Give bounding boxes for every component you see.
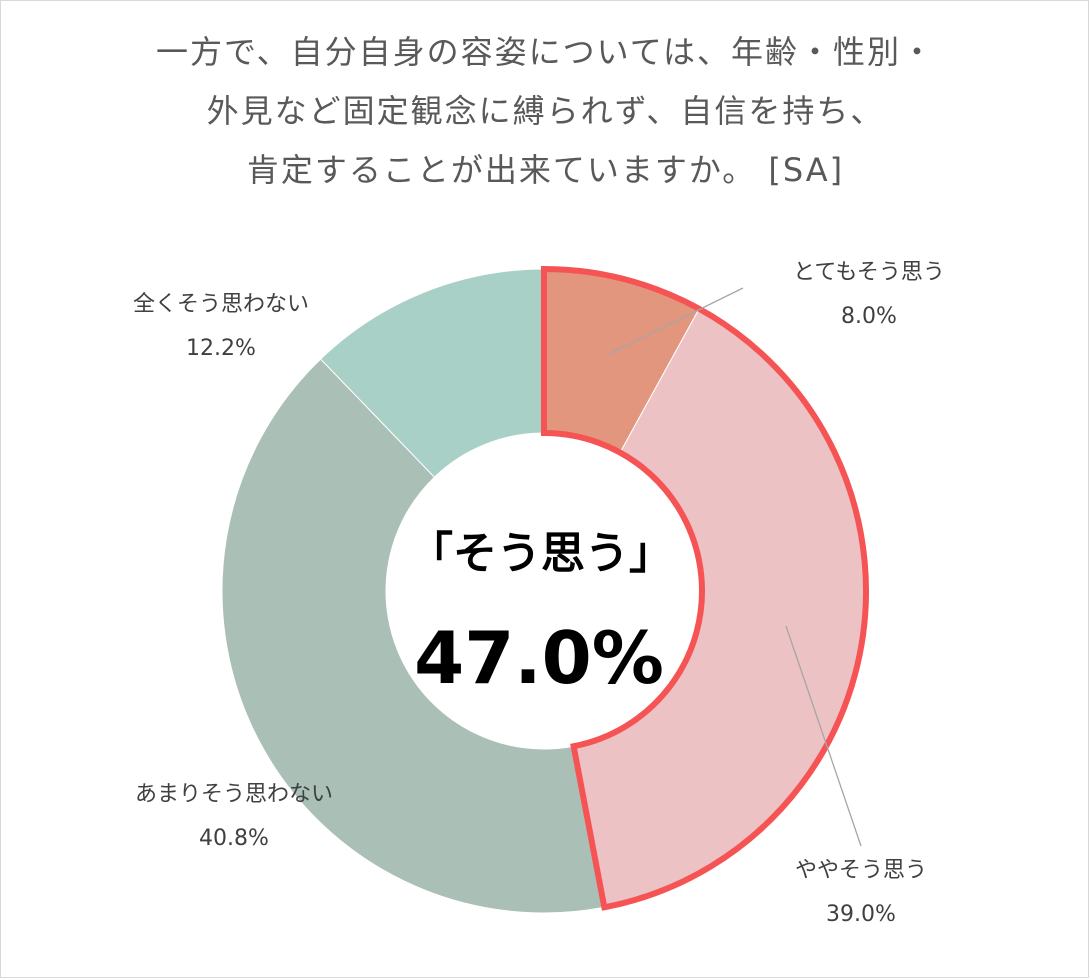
slice-value-label: 40.8% [199,826,269,851]
slices-layer [221,265,870,914]
leader-line [785,625,862,847]
highlight-outline [541,265,870,911]
leader-line [608,287,744,355]
donut-slice [319,268,545,478]
donut-slice [221,358,605,914]
slice-value-label: 39.0% [826,902,896,927]
chart-title-line-3: 肯定することが出来ていますか。 [SA] [246,151,845,189]
chart-title-line-2: 外見など固定観念に縛られず、自信を持ち、 [206,92,885,130]
slice-labels-layer: とてもそう思う 8.0% ややそう思う 39.0% あまりそう思わない 40.8% 全くそう… [133,260,945,927]
slice-label: あまりそう思わない [135,782,333,807]
slice-value-label: 12.2% [186,336,256,361]
slice-value-label: 8.0% [841,304,897,329]
chart-title-line-1: 一方で、自分自身の容姿については、年齢・性別・ [155,33,936,71]
center-summary: 「そう思う」 47.0% [409,528,673,700]
chart-title: 一方で、自分自身の容姿については、年齢・性別・ 外見など固定観念に縛られず、自信… [1,23,1090,200]
leader-lines-layer [608,287,862,847]
slice-label: ややそう思う [795,858,927,883]
slice-label: 全くそう思わない [133,292,309,317]
center-value: 47.0% [414,616,664,700]
slice-label: とてもそう思う [793,260,945,285]
center-label: 「そう思う」 [409,528,673,579]
